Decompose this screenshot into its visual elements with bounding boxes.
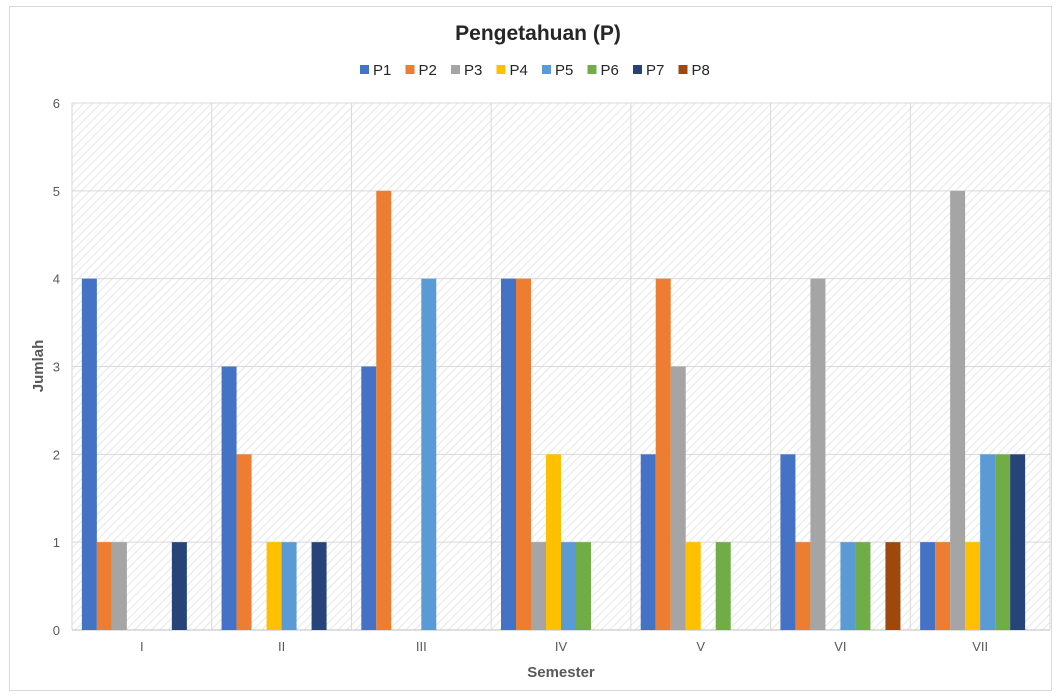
bar-p7-ii xyxy=(311,542,327,630)
legend-swatch xyxy=(451,65,460,74)
y-tick-label: 0 xyxy=(53,623,60,638)
x-tick-label: VI xyxy=(834,639,846,654)
legend-label: P3 xyxy=(464,62,482,79)
bar-p2-i xyxy=(96,542,112,630)
bar-p1-vii xyxy=(920,542,936,630)
x-tick-label: V xyxy=(696,639,705,654)
x-tick-label: VII xyxy=(972,639,988,654)
legend-label: P7 xyxy=(646,62,664,79)
legend-swatch xyxy=(633,65,642,74)
bar-p1-ii xyxy=(221,366,237,630)
bar-p2-vi xyxy=(795,542,811,630)
bar-p3-iv xyxy=(531,542,546,630)
y-tick-label: 3 xyxy=(53,360,60,375)
chart-title: Pengetahuan (P) xyxy=(455,22,621,45)
bar-p6-iv xyxy=(576,542,591,630)
bar-p2-iv xyxy=(516,278,531,630)
legend-label: P5 xyxy=(555,62,573,79)
bar-p6-vi xyxy=(855,542,871,630)
x-axis-ticks: I II III IV V VI VII xyxy=(140,639,988,654)
y-tick-label: 2 xyxy=(53,447,60,462)
legend-swatch xyxy=(678,65,688,74)
bar-p3-v xyxy=(670,366,686,630)
bar-p2-ii xyxy=(236,454,252,630)
bar-p5-ii xyxy=(281,542,297,630)
x-axis-title: Semester xyxy=(527,664,595,681)
x-tick-label: I xyxy=(140,639,144,654)
legend-label: P6 xyxy=(601,62,619,79)
legend-label: P2 xyxy=(419,62,437,79)
bar-p2-vii xyxy=(935,542,951,630)
bar-p5-iii xyxy=(421,278,437,630)
legend-swatch xyxy=(587,65,597,74)
bar-p5-vii xyxy=(980,454,996,630)
legend-swatch xyxy=(360,65,369,74)
legend-swatch xyxy=(405,65,415,74)
legend-swatch xyxy=(542,65,551,74)
bar-p6-vii xyxy=(995,454,1011,630)
bar-p5-vi xyxy=(840,542,856,630)
legend-label: P4 xyxy=(510,62,528,79)
bar-p1-iii xyxy=(361,366,377,630)
bar-p2-v xyxy=(655,278,671,630)
bar-p4-vii xyxy=(965,542,981,630)
x-tick-label: IV xyxy=(555,639,568,654)
y-tick-label: 4 xyxy=(53,272,60,287)
y-axis-title: Jumlah xyxy=(30,340,47,393)
bar-p1-i xyxy=(81,278,97,630)
x-tick-label: III xyxy=(416,639,427,654)
bar-p4-iv xyxy=(546,454,561,630)
bar-p3-i xyxy=(111,542,127,630)
y-tick-label: 5 xyxy=(53,184,60,199)
legend-label: P8 xyxy=(692,62,710,79)
bar-p5-iv xyxy=(561,542,576,630)
y-tick-label: 1 xyxy=(53,535,60,550)
bar-p7-vii xyxy=(1010,454,1026,630)
y-tick-label: 6 xyxy=(53,96,60,111)
bars xyxy=(81,190,1026,631)
legend-label: P1 xyxy=(373,62,391,79)
legend-swatch xyxy=(496,65,506,74)
bar-p4-v xyxy=(685,542,701,630)
bar-p1-vi xyxy=(780,454,796,630)
bar-p8-vi xyxy=(885,542,901,630)
bar-p7-i xyxy=(171,542,187,630)
bar-p4-ii xyxy=(266,542,282,630)
grid-lines xyxy=(71,102,1051,631)
bar-p3-vi xyxy=(810,278,826,630)
bar-p1-v xyxy=(640,454,656,630)
legend: P1 P2 P3 P4 P5 P6 P7 P8 xyxy=(360,62,710,79)
y-axis-ticks: 0 1 2 3 4 5 6 xyxy=(53,96,60,638)
bar-p2-iii xyxy=(376,190,392,631)
bar-p6-v xyxy=(715,542,731,630)
bar-p3-vii xyxy=(950,190,966,631)
bar-p1-iv xyxy=(501,278,516,630)
x-tick-label: II xyxy=(278,639,285,654)
